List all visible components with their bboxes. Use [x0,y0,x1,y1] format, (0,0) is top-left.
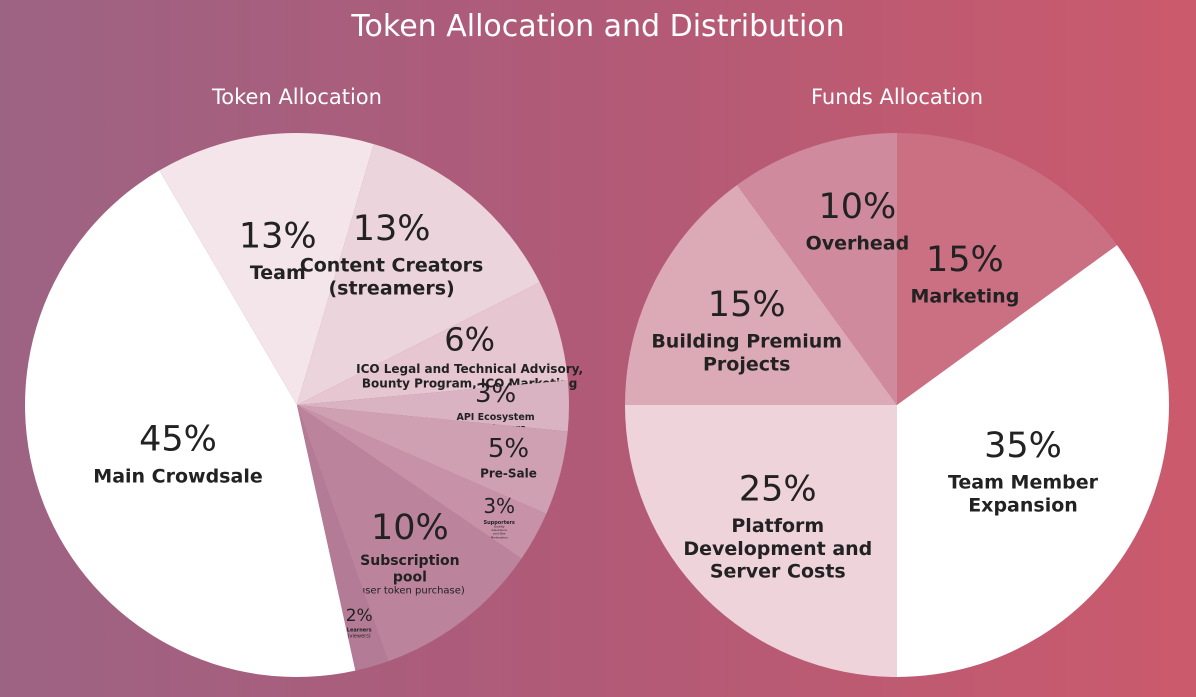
value-label-main-crowdsale: 45% [139,420,217,460]
slice-marketing [897,133,1118,405]
slice-label-content-creators-streamers-line-2: (streamers) [328,278,454,300]
value-label-overhead: 10% [819,187,897,227]
slice-sublabel-subscription-pool: (user token purchase) [355,586,465,597]
value-label-supporters: 3% [483,494,515,518]
slice-team [159,133,374,405]
value-label-subscription-pool: 10% [371,508,449,548]
value-label-ico-legal-and-technical-advisory-bounty-program-ico-marketing: 6% [444,321,495,359]
value-label-content-creators-streamers: 13% [353,209,431,249]
slice-label-pre-sale: Pre-Sale [480,467,537,481]
slice-label-subscription-pool-line-1: Subscription [360,553,460,569]
slice-label-subscription-pool-line-2: pool [393,570,427,586]
slice-sublabel-supporters-line-3: and Site [493,532,506,536]
funds-allocation-title: Funds Allocation [811,85,983,109]
value-label-platform-development-and-server-costs: 25% [739,470,817,510]
slice-label-ico-legal-and-technical-advisory-bounty-program-ico-marketing-line-1: ICO Legal and Technical Advisory, [356,362,583,376]
value-label-team-member-expansion: 35% [984,426,1062,466]
value-label-pre-sale: 5% [488,434,529,464]
slice-ico-legal-and-technical-advisory-bounty-program-ico-marketing [297,282,568,405]
value-label-marketing: 15% [926,240,1004,280]
slice-building-premium-projects [625,184,897,405]
value-label-learners: 2% [346,606,373,626]
slice-label-platform-development-and-server-costs-line-1: Platform [731,515,824,537]
main-title: Token Allocation and Distribution [350,9,844,44]
slice-main-crowdsale [25,170,356,677]
slice-overhead [737,133,897,405]
slice-label-platform-development-and-server-costs-line-2: Development and [683,538,872,560]
slice-label-platform-development-and-server-costs-line-3: Server Costs [710,561,846,583]
slice-platform-development-and-server-costs [625,405,897,677]
value-label-team: 13% [239,217,317,257]
slice-label-building-premium-projects-line-1: Building Premium [651,331,842,353]
slice-label-team: Team [250,262,306,284]
slice-label-team-member-expansion-line-2: Expansion [968,494,1078,516]
slice-team-member-expansion [897,245,1169,677]
slice-sublabel-learners: (viewers) [348,633,371,639]
slice-label-marketing: Marketing [910,285,1019,307]
token-allocation-title: Token Allocation [211,85,382,109]
slice-label-main-crowdsale: Main Crowdsale [93,465,262,487]
value-label-building-premium-projects: 15% [708,285,786,325]
slice-sublabel-supporters-line-2: Assurance [491,528,507,532]
slice-label-team-member-expansion-line-1: Team Member [948,472,1099,494]
slice-pre-sale [297,405,568,514]
slice-content-creators-streamers [297,144,540,405]
slice-label-building-premium-projects-line-2: Projects [703,354,790,376]
slice-label-learners: Learners [347,627,372,633]
slice-api-ecosystem-developers [297,380,569,432]
slice-sublabel-supporters-line-1: Quality [494,525,505,529]
slice-label-content-creators-streamers-line-1: Content Creators [300,255,484,277]
slice-subscription-pool [297,405,522,662]
slice-supporters [297,405,547,559]
slice-sublabel-supporters-line-4: Moderation [491,535,508,539]
value-label-api-ecosystem-developers: 3% [475,379,516,409]
slice-label-api-ecosystem-developers-line-1: API Ecosystem [456,412,534,423]
slice-learners [297,405,389,671]
slice-label-overhead: Overhead [806,232,910,254]
slice-label-supporters: Supporters [483,520,514,526]
